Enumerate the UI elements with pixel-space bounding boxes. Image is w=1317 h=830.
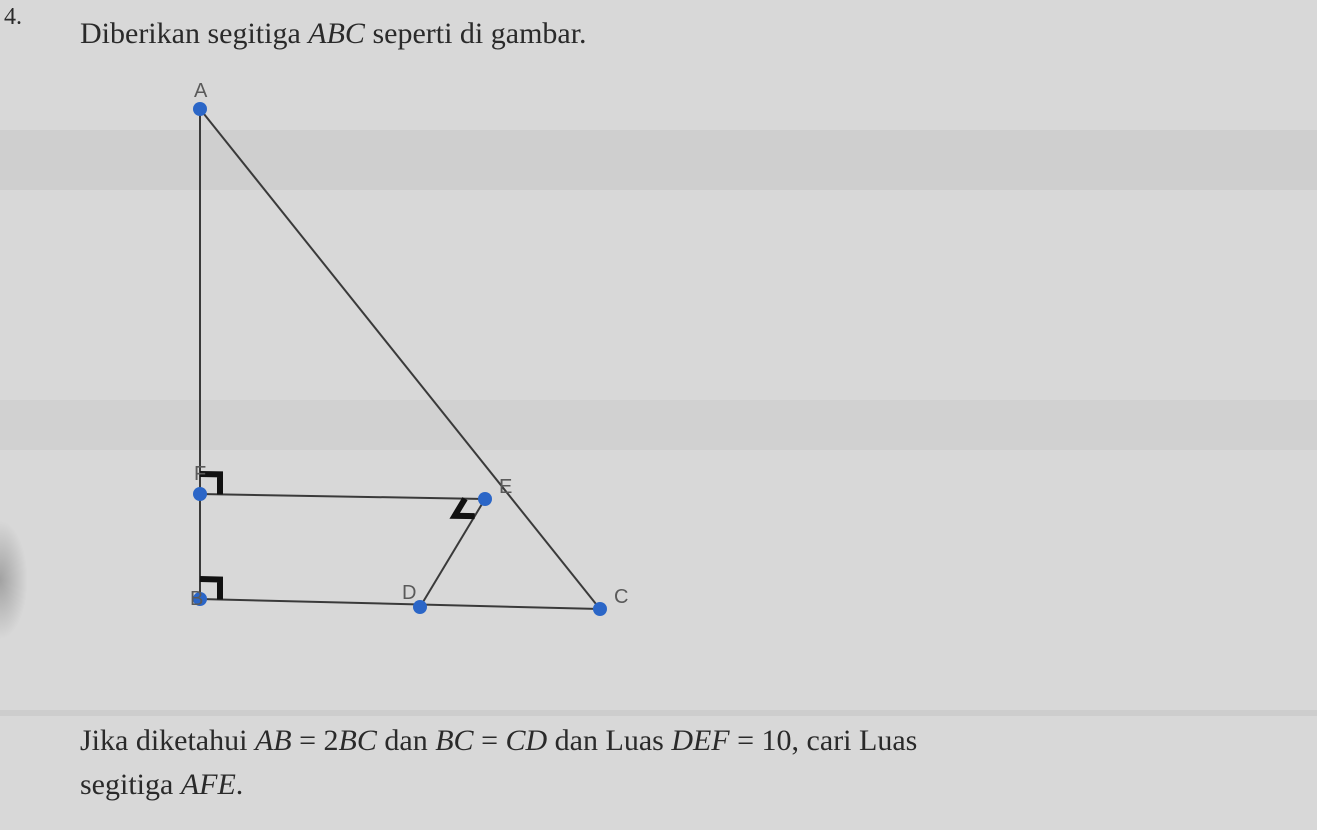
point-label-A: A: [194, 80, 208, 102]
text: segitiga: [80, 768, 181, 801]
point-label-D: D: [402, 582, 416, 604]
question-line-2: segitiga AFE.: [80, 763, 1277, 807]
right-angle-mark-E: [455, 498, 475, 515]
prompt-text: seperti di gambar.: [365, 17, 587, 50]
math-var: CD: [505, 724, 547, 757]
point-E: [478, 492, 492, 506]
math-var: BC: [435, 724, 473, 757]
point-F: [193, 487, 207, 501]
question-body: Jika diketahui AB = 2BC dan BC = CD dan …: [80, 719, 1277, 806]
triangle-name: ABC: [308, 17, 365, 50]
text: dan: [377, 724, 435, 757]
text: dan Luas: [547, 724, 671, 757]
question-number: 4.: [4, 4, 22, 31]
triangle-diagram-svg: A B C D E F: [130, 79, 770, 659]
math-var: AB: [255, 724, 292, 757]
point-label-B: B: [190, 588, 203, 610]
point-label-F: F: [194, 463, 206, 485]
point-label-E: E: [499, 476, 512, 498]
math-var: AFE: [181, 768, 236, 801]
text: Jika diketahui: [80, 724, 255, 757]
segment-FE: [200, 494, 485, 499]
point-label-C: C: [614, 586, 628, 608]
segment-AC: [200, 109, 600, 609]
math-var: BC: [339, 724, 377, 757]
text: = 10, cari Luas: [730, 724, 918, 757]
segment-BC: [200, 599, 600, 609]
point-C: [593, 602, 607, 616]
question-page: 4. Diberikan segitiga ABC seperti di gam…: [0, 0, 1317, 830]
text: =: [474, 724, 506, 757]
math-var: DEF: [671, 724, 729, 757]
prompt-text: Diberikan segitiga: [80, 17, 308, 50]
question-prompt: Diberikan segitiga ABC seperti di gambar…: [80, 14, 1277, 55]
text: = 2: [292, 724, 339, 757]
question-line-1: Jika diketahui AB = 2BC dan BC = CD dan …: [80, 719, 1277, 763]
text: .: [236, 768, 244, 801]
geometry-diagram: A B C D E F: [130, 79, 1277, 659]
point-A: [193, 102, 207, 116]
